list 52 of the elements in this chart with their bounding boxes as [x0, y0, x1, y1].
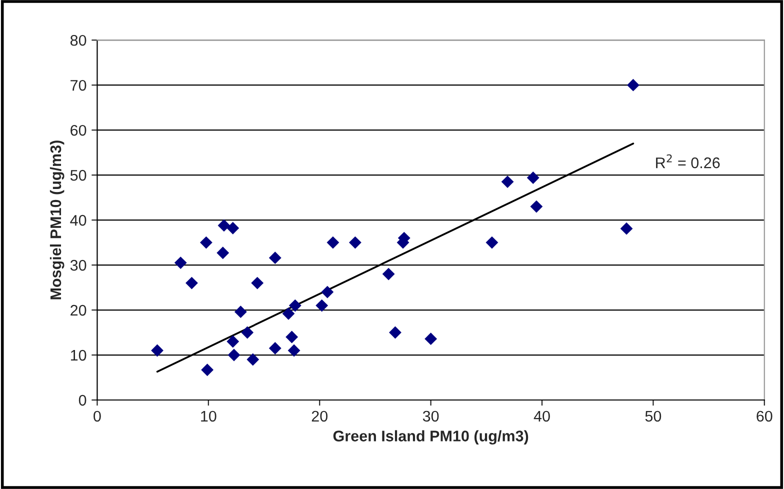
x-tick-label: 0 [94, 410, 101, 422]
point [226, 222, 240, 234]
x-axis-title: Green Island PM10 (ug/m3) [333, 430, 528, 445]
point [246, 353, 260, 366]
x-tick-label: 10 [201, 410, 216, 422]
point [268, 252, 282, 264]
point [228, 348, 240, 362]
y-tick-label: 70 [70, 80, 86, 91]
point [288, 299, 302, 312]
point [620, 222, 633, 235]
point [501, 176, 514, 188]
y-tick-label: 10 [70, 350, 86, 361]
y-tick-label: 40 [70, 214, 86, 226]
point [316, 299, 328, 312]
x-tick-label: 30 [422, 410, 439, 422]
x-tick-label: 20 [312, 410, 328, 422]
x-tick-label: 40 [534, 410, 550, 422]
y-tick-label: 80 [70, 34, 86, 46]
point [234, 306, 247, 318]
y-tick-label: 60 [70, 124, 86, 136]
point [288, 344, 300, 357]
point [389, 326, 402, 339]
y-tick-label: 0 [78, 394, 86, 406]
point [151, 344, 164, 357]
point [382, 268, 395, 280]
y-tick-label: 30 [70, 260, 86, 271]
point [216, 246, 230, 260]
point [326, 236, 340, 249]
point [218, 219, 230, 232]
point [268, 342, 282, 354]
point [486, 236, 498, 249]
y-tick-label: 20 [70, 304, 86, 316]
y-axis-title: Mosgiel PM10 (ug/m3) [50, 140, 64, 300]
point [526, 172, 540, 184]
point [251, 276, 264, 290]
annotation: R$^{2}$ = 0.26 [656, 154, 720, 168]
point [241, 326, 254, 339]
point [186, 276, 198, 290]
point [424, 332, 438, 346]
point [530, 200, 543, 213]
point [321, 286, 334, 298]
point [348, 236, 362, 249]
x-tick-label: 50 [645, 410, 662, 422]
point [174, 256, 187, 269]
point [626, 78, 640, 92]
y-tick-label: 50 [70, 170, 86, 181]
point [282, 307, 295, 320]
point [200, 236, 212, 249]
point [286, 330, 298, 344]
x-tick-label: 60 [756, 410, 772, 422]
point [201, 364, 214, 376]
point [226, 335, 240, 348]
